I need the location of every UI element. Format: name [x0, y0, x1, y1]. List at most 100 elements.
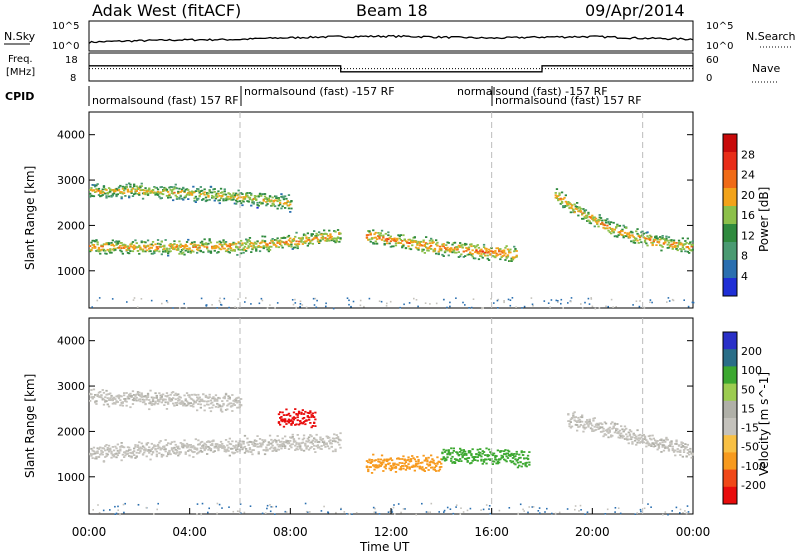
- data-cell: [407, 245, 410, 248]
- data-cell: [240, 244, 243, 247]
- data-cell: [338, 443, 341, 446]
- data-cell: [601, 221, 604, 224]
- data-cell: [636, 239, 639, 242]
- data-cell: [316, 441, 320, 443]
- data-cell: [189, 449, 192, 451]
- data-cell: [460, 460, 463, 462]
- data-cell: [464, 452, 467, 455]
- noise-cell: [523, 305, 526, 308]
- data-cell: [233, 195, 236, 198]
- data-cell: [199, 193, 202, 195]
- data-cell: [383, 466, 386, 468]
- noise-cell: [368, 297, 371, 300]
- data-cell: [593, 429, 596, 432]
- data-cell: [313, 421, 316, 424]
- data-cell: [307, 448, 311, 451]
- data-cell: [198, 249, 201, 252]
- data-cell: [109, 249, 112, 252]
- data-cell: [250, 204, 253, 207]
- data-cell: [292, 239, 296, 242]
- data-cell: [99, 192, 102, 195]
- data-cell: [294, 417, 297, 419]
- data-cell: [320, 439, 323, 441]
- data-cell: [107, 250, 111, 253]
- data-cell: [270, 204, 273, 207]
- noise-cell: [91, 306, 93, 308]
- data-cell: [631, 442, 634, 445]
- data-cell: [129, 448, 132, 451]
- data-cell: [368, 459, 371, 461]
- data-cell: [613, 424, 616, 426]
- colorbar-tick-label: -100: [741, 460, 766, 473]
- data-cell: [153, 252, 156, 254]
- data-cell: [498, 461, 501, 464]
- data-cell: [133, 450, 136, 452]
- data-cell: [394, 242, 398, 245]
- data-cell: [97, 391, 101, 394]
- data-cell: [175, 401, 179, 404]
- data-cell: [109, 392, 112, 395]
- data-cell: [379, 458, 382, 461]
- data-cell: [510, 461, 513, 464]
- data-cell: [178, 196, 181, 199]
- data-cell: [516, 461, 520, 464]
- data-cell: [365, 236, 369, 239]
- data-cell: [165, 194, 169, 197]
- data-cell: [156, 194, 160, 196]
- data-cell: [287, 234, 291, 237]
- data-cell: [688, 252, 691, 254]
- data-cell: [115, 195, 118, 198]
- noise-cell: [239, 503, 242, 505]
- noise-cell: [397, 503, 400, 505]
- noise-cell: [301, 304, 304, 306]
- data-cell: [414, 460, 418, 463]
- data-cell: [292, 411, 296, 414]
- data-cell: [432, 461, 435, 464]
- data-cell: [602, 435, 605, 438]
- data-cell: [567, 413, 570, 416]
- data-cell: [524, 464, 527, 467]
- data-cell: [112, 402, 116, 404]
- data-cell: [164, 239, 167, 241]
- data-cell: [446, 249, 449, 252]
- data-cell: [222, 247, 225, 250]
- data-cell: [413, 465, 416, 468]
- x-tick-label: 20:00: [575, 525, 610, 539]
- data-cell: [576, 429, 579, 432]
- data-cell: [148, 451, 151, 454]
- data-cell: [279, 417, 282, 419]
- data-cell: [223, 450, 226, 453]
- data-cell: [480, 255, 483, 258]
- data-cell: [480, 455, 483, 458]
- data-cell: [338, 438, 341, 441]
- data-cell: [112, 449, 116, 452]
- data-cell: [314, 418, 317, 421]
- data-cell: [584, 209, 588, 212]
- noise-cell: [117, 509, 119, 511]
- data-cell: [576, 206, 579, 208]
- data-cell: [334, 241, 337, 244]
- data-cell: [680, 248, 683, 251]
- data-cell: [300, 411, 303, 414]
- data-cell: [496, 253, 499, 256]
- data-cell: [214, 445, 218, 448]
- data-cell: [227, 395, 230, 398]
- data-cell: [218, 240, 221, 243]
- data-cell: [125, 183, 128, 186]
- data-cell: [472, 257, 476, 260]
- data-cell: [115, 447, 118, 450]
- data-cell: [194, 190, 197, 192]
- data-cell: [167, 394, 170, 397]
- data-cell: [209, 185, 213, 188]
- data-cell: [155, 455, 158, 458]
- noise-cell: [554, 512, 557, 515]
- data-cell: [318, 231, 321, 234]
- data-cell: [246, 449, 249, 452]
- data-cell: [453, 458, 457, 460]
- data-cell: [136, 186, 140, 189]
- data-cell: [270, 239, 273, 242]
- data-cell: [119, 395, 122, 397]
- data-cell: [207, 446, 210, 448]
- data-cell: [203, 243, 206, 245]
- data-cell: [107, 405, 111, 408]
